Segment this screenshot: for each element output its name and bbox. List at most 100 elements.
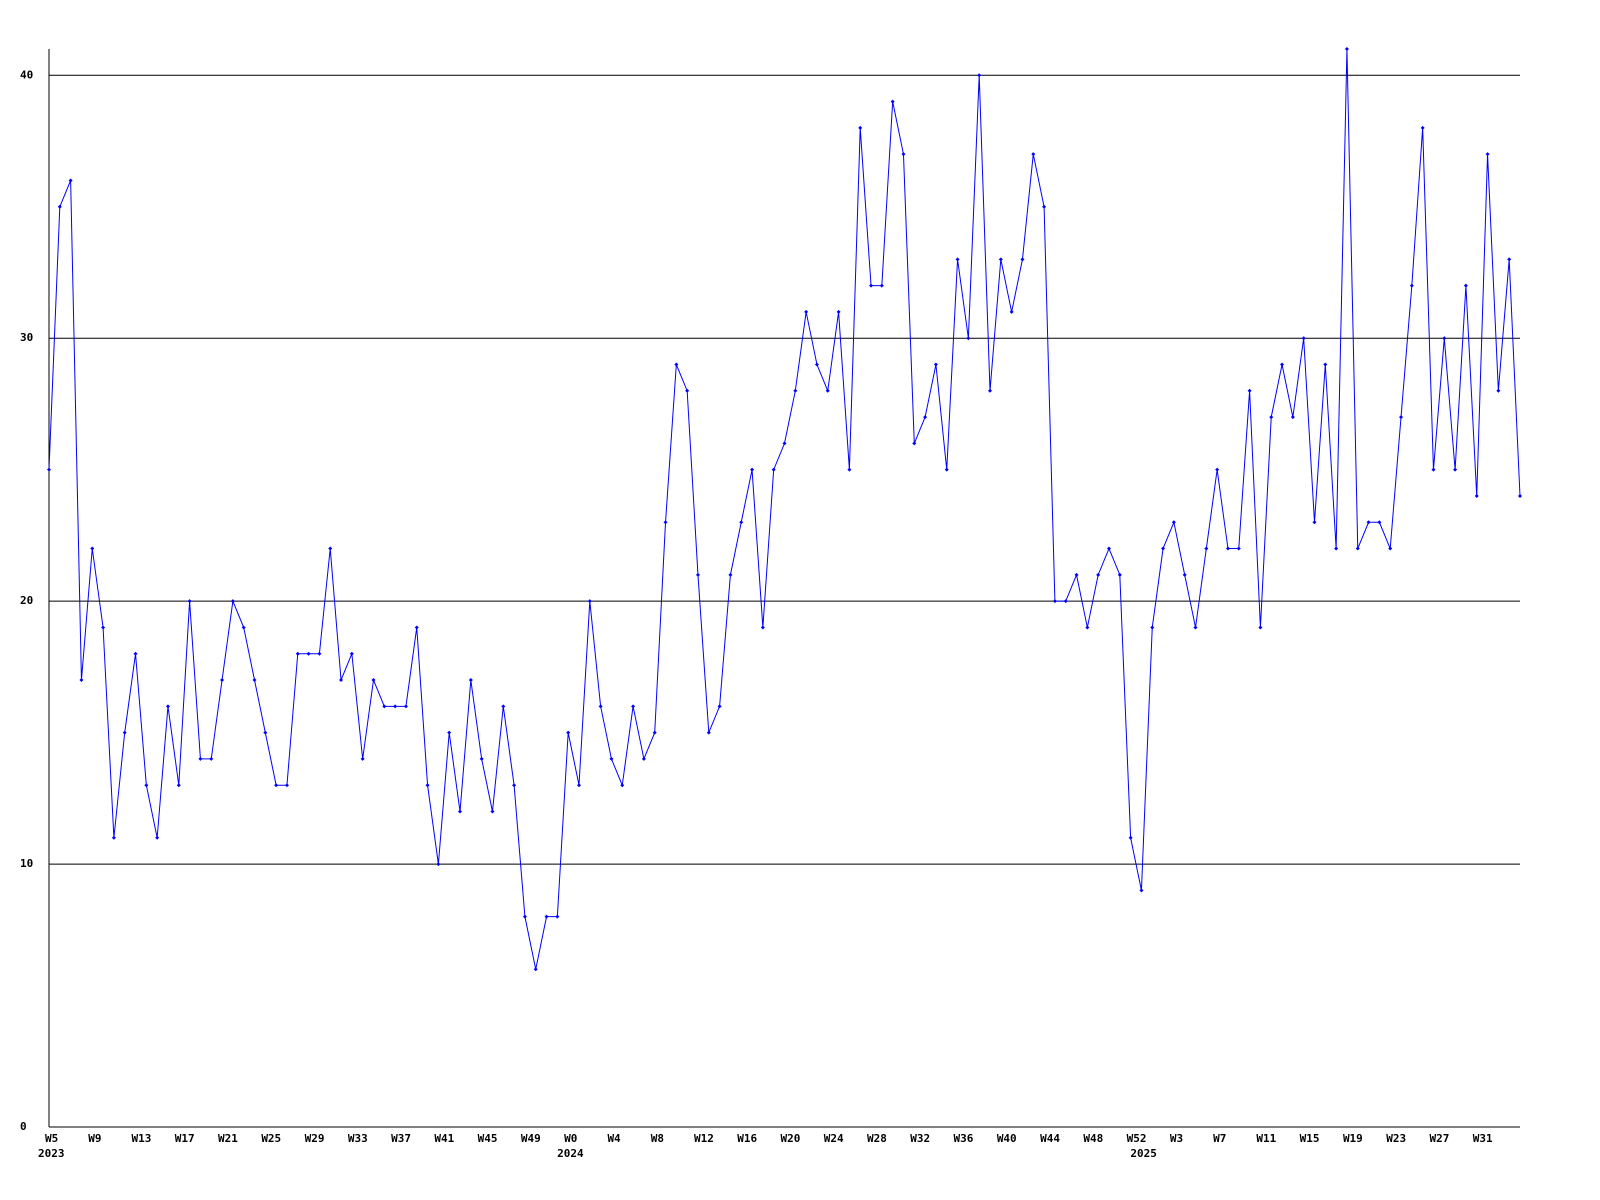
point: [209, 756, 214, 761]
point: [631, 704, 636, 709]
point: [804, 309, 809, 314]
point: [771, 467, 776, 472]
point: [1150, 625, 1155, 630]
point: [263, 730, 268, 735]
point: [1128, 835, 1133, 840]
point: [652, 730, 657, 735]
point: [220, 678, 225, 683]
point: [825, 388, 830, 393]
x-tick-label: W19: [1343, 1132, 1363, 1145]
point: [1052, 599, 1057, 604]
point: [1085, 625, 1090, 630]
point: [663, 520, 668, 525]
point: [1247, 388, 1252, 393]
point: [393, 704, 398, 709]
point: [1463, 283, 1468, 288]
point: [1290, 415, 1295, 420]
point: [512, 783, 517, 788]
x-tick-label: W45: [478, 1132, 498, 1145]
point: [847, 467, 852, 472]
point: [371, 678, 376, 683]
point: [1507, 257, 1512, 262]
point: [187, 599, 192, 604]
point: [1171, 520, 1176, 525]
point: [317, 651, 322, 656]
point: [988, 388, 993, 393]
point: [1377, 520, 1382, 525]
point: [879, 283, 884, 288]
point: [544, 914, 549, 919]
x-tick-label: W13: [132, 1132, 152, 1145]
x-tick-label: W32: [910, 1132, 930, 1145]
y-tick-label: 30: [20, 331, 33, 344]
point: [641, 756, 646, 761]
x-tick-label: W28: [867, 1132, 887, 1145]
point: [1420, 125, 1425, 130]
year-label: 2023: [38, 1147, 65, 1160]
x-tick-label: W0: [564, 1132, 577, 1145]
point: [814, 362, 819, 367]
point: [836, 309, 841, 314]
point: [977, 73, 982, 78]
x-tick-label: W36: [954, 1132, 974, 1145]
x-tick-label: W8: [651, 1132, 664, 1145]
x-tick-label: W15: [1300, 1132, 1320, 1145]
point: [944, 467, 949, 472]
point: [1355, 546, 1360, 551]
point: [1204, 546, 1209, 551]
point: [144, 783, 149, 788]
point: [998, 257, 1003, 262]
point: [620, 783, 625, 788]
point: [1225, 546, 1230, 551]
point: [1431, 467, 1436, 472]
x-tick-label: W17: [175, 1132, 195, 1145]
point: [1161, 546, 1166, 551]
year-label: 2024: [557, 1147, 584, 1160]
point: [468, 678, 473, 683]
point: [890, 99, 895, 104]
point: [479, 756, 484, 761]
y-tick-label: 40: [20, 68, 33, 81]
point: [252, 678, 257, 683]
point: [674, 362, 679, 367]
point: [295, 651, 300, 656]
point: [68, 178, 73, 183]
point: [1518, 493, 1522, 498]
point: [414, 625, 419, 630]
point: [1280, 362, 1285, 367]
point: [955, 257, 960, 262]
point: [1474, 493, 1479, 498]
point: [1323, 362, 1328, 367]
x-tick-label: W4: [607, 1132, 621, 1145]
x-tick-label: W44: [1040, 1132, 1060, 1145]
point: [1312, 520, 1317, 525]
point: [695, 572, 700, 577]
point: [793, 388, 798, 393]
point: [1096, 572, 1101, 577]
x-tick-label: W52: [1127, 1132, 1147, 1145]
x-tick-label: W25: [261, 1132, 281, 1145]
point: [1442, 336, 1447, 341]
point: [587, 599, 592, 604]
x-tick-label: W31: [1473, 1132, 1493, 1145]
point: [382, 704, 387, 709]
point: [1074, 572, 1079, 577]
point: [782, 441, 787, 446]
point: [1009, 309, 1014, 314]
x-tick-label: W3: [1170, 1132, 1183, 1145]
point: [360, 756, 365, 761]
point: [1388, 546, 1393, 551]
x-tick-label: W12: [694, 1132, 714, 1145]
point: [155, 835, 160, 840]
x-tick-label: W16: [737, 1132, 757, 1145]
point: [1453, 467, 1458, 472]
point: [750, 467, 755, 472]
point: [1031, 152, 1036, 157]
point: [79, 678, 84, 683]
point: [57, 204, 62, 209]
x-tick-label: W29: [305, 1132, 325, 1145]
point: [1301, 336, 1306, 341]
year-label: 2025: [1130, 1147, 1157, 1160]
point: [306, 651, 311, 656]
point: [501, 704, 506, 709]
